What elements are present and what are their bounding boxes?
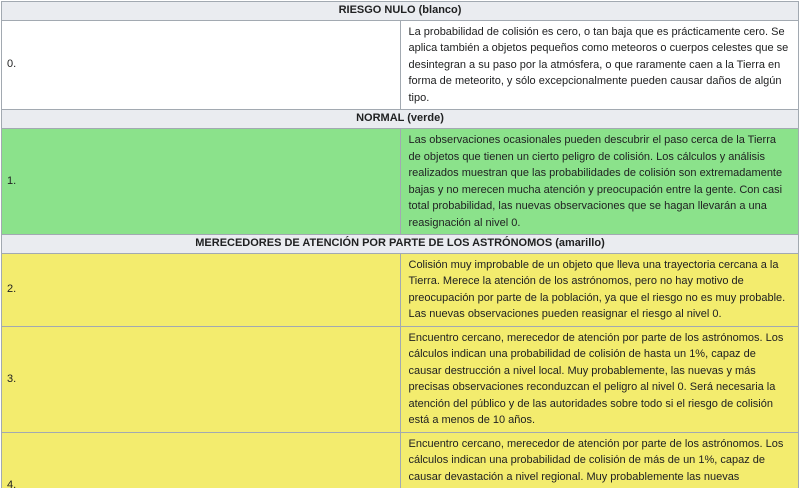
section-header-row: RIESGO NULO (blanco)	[1, 1, 799, 21]
table-row: 2. Colisión muy improbable de un objeto q…	[1, 252, 799, 327]
row-level-number: 3.	[1, 325, 401, 433]
row-level-number: 4.	[1, 431, 401, 488]
section-header: NORMAL (verde)	[1, 109, 799, 129]
section-header: RIESGO NULO (blanco)	[1, 1, 799, 21]
row-description: La probabilidad de colisión es cero, o t…	[399, 19, 799, 111]
description-text: Colisión muy improbable de un objeto que…	[408, 258, 786, 321]
row-level-number: 1.	[1, 128, 401, 235]
row-level-number: 0.	[1, 19, 401, 111]
table-row: 0. La probabilidad de colisión es cero, o…	[1, 19, 799, 111]
table-row: 3. Encuentro cercano, merecedor de atenci…	[1, 325, 799, 433]
description-text: La probabilidad de colisión es cero, o t…	[408, 25, 789, 104]
section-header: MERECEDORES DE ATENCIÓN POR PARTE DE LOS…	[1, 234, 799, 254]
section-header-row: MERECEDORES DE ATENCIÓN POR PARTE DE LOS…	[1, 234, 799, 254]
row-level-number: 2.	[1, 252, 401, 327]
description-text: Las observaciones ocasionales pueden des…	[408, 134, 783, 229]
table-row: 1. Las observaciones ocasionales pueden d…	[1, 128, 799, 235]
description-text: Encuentro cercano, merecedor de atención…	[408, 331, 784, 427]
row-description: Las observaciones ocasionales pueden des…	[399, 128, 799, 235]
description-text: Encuentro cercano, merecedor de atención…	[408, 437, 784, 488]
row-description: Encuentro cercano, merecedor de atención…	[399, 325, 799, 433]
section-header-row: NORMAL (verde)	[1, 109, 799, 129]
row-description: Colisión muy improbable de un objeto que…	[399, 252, 799, 327]
row-description: Encuentro cercano, merecedor de atención…	[399, 431, 799, 488]
table-row: 4. Encuentro cercano, merecedor de atenci…	[1, 431, 799, 488]
